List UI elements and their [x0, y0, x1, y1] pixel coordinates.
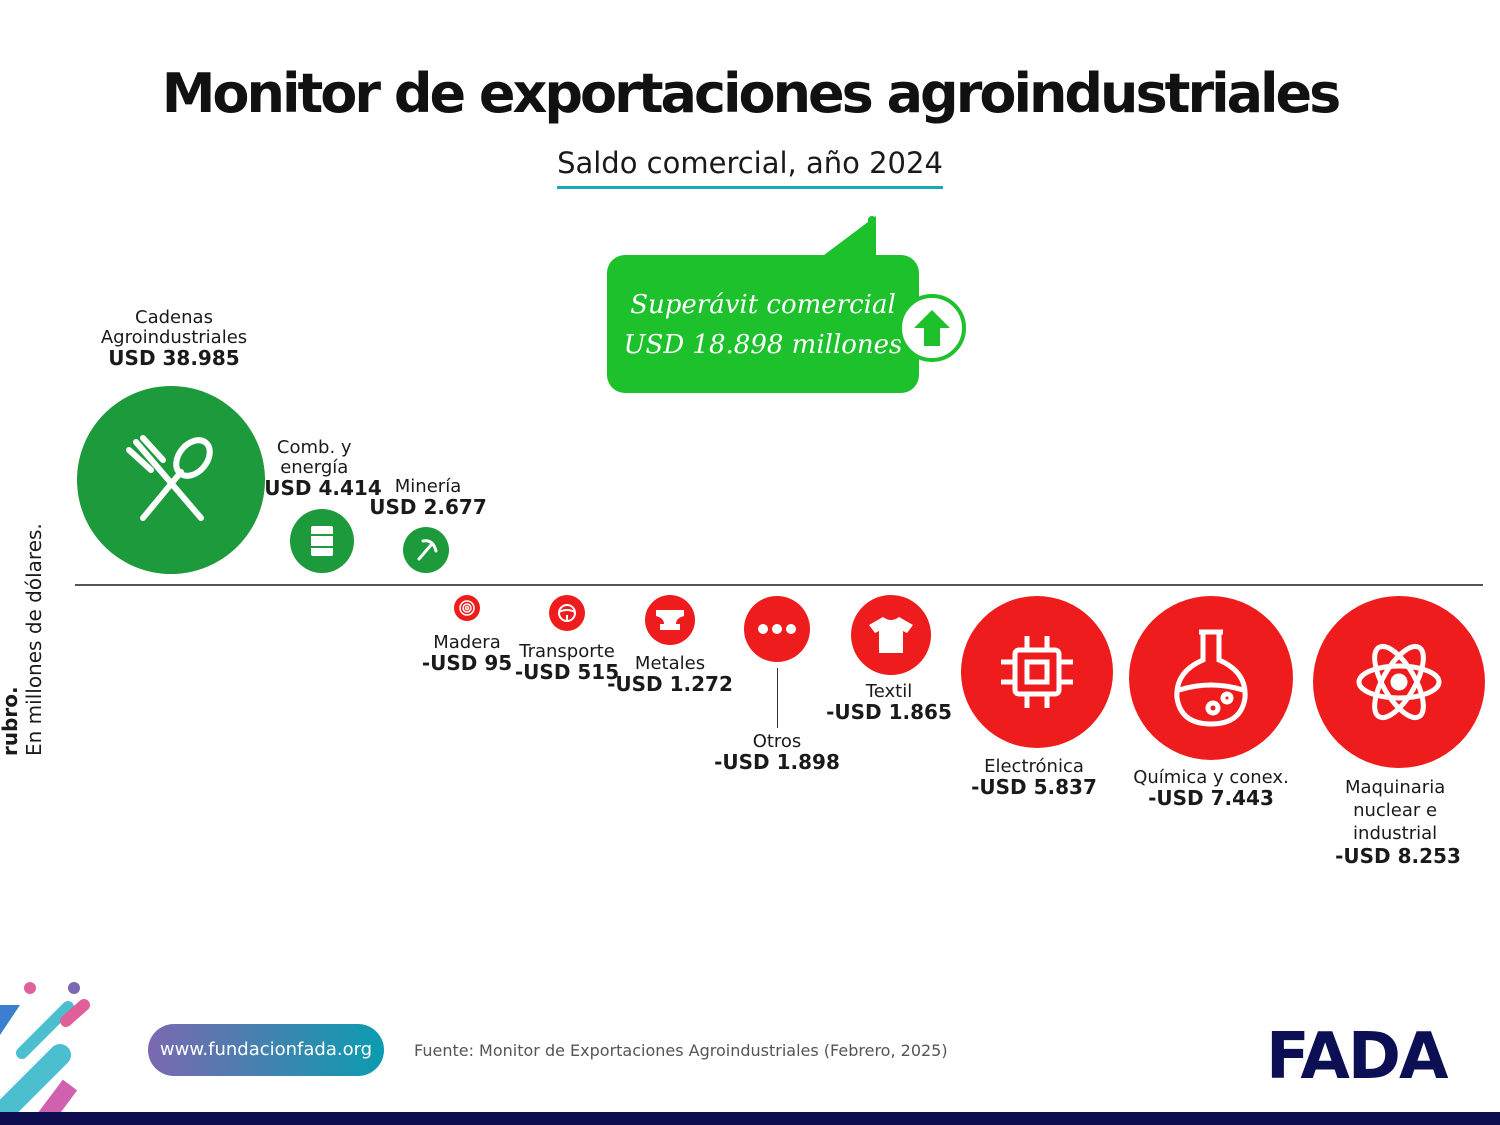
category-name: Química y conex.: [1133, 767, 1289, 788]
label-cadenas: Cadenas Agroindustriales USD 38.985: [99, 307, 249, 370]
bubble-quimica: [1129, 596, 1293, 760]
label-textil: Textil -USD 1.865: [826, 681, 952, 724]
dots-icon: [758, 624, 796, 634]
value-label: USD 38.985: [108, 346, 240, 370]
label-otros: Otros -USD 1.898: [714, 731, 840, 774]
category-name: Transporte: [519, 641, 615, 662]
category-name: Comb. y energía: [276, 437, 352, 478]
value-label: -USD 5.837: [971, 775, 1097, 799]
bubble-combustibles: [290, 509, 354, 573]
bubble-madera: [454, 595, 480, 621]
page-subtitle: Saldo comercial, año 2024: [557, 146, 943, 180]
decorative-stripes: [0, 982, 90, 1125]
label-mineria: Minería USD 2.677: [369, 476, 487, 519]
source-note: Fuente: Monitor de Exportaciones Agroind…: [414, 1041, 948, 1060]
category-name: Otros: [752, 731, 802, 752]
callout-tail: [820, 216, 876, 258]
callout-line1: Superávit comercial: [630, 290, 896, 320]
bubble-metales: [645, 595, 695, 645]
tshirt-icon: [869, 617, 913, 653]
label-maquinaria: Maquinaria nuclear e industrial -USD 8.25…: [1335, 776, 1461, 868]
value-label: USD 2.677: [369, 495, 487, 519]
subtitle-underline: [557, 186, 943, 189]
category-name: Minería: [394, 476, 462, 497]
website-link[interactable]: www.fundacionfada.org: [148, 1024, 384, 1076]
value-label: -USD 8.253: [1335, 844, 1461, 868]
bubble-maquinaria: [1313, 596, 1485, 768]
y-axis-subtitle: En millones de dólares.: [22, 523, 46, 756]
surplus-callout: Superávit comercial USD 18.898 millones: [607, 255, 919, 393]
label-electronica: Electrónica -USD 5.837: [971, 756, 1097, 799]
bubble-electronica: [961, 596, 1113, 748]
y-axis-title-main: Saldo comercial por rubro.: [0, 686, 22, 756]
value-label: -USD 95: [421, 651, 513, 675]
flask-icon: [1174, 629, 1248, 727]
category-name: Cadenas Agroindustriales: [100, 307, 248, 348]
label-combustibles: Comb. y energía USD 4.414: [264, 437, 382, 500]
value-label: -USD 1.898: [714, 750, 840, 774]
fada-logo: FADA: [1266, 1020, 1449, 1094]
label-transporte: Transporte -USD 515: [514, 641, 620, 684]
category-name: Electrónica: [984, 756, 1084, 777]
value-label: -USD 1.865: [826, 700, 952, 724]
bubble-textil: [851, 595, 931, 675]
value-label: USD 4.414: [264, 476, 382, 500]
bubble-mineria: [403, 527, 449, 573]
value-label: -USD 7.443: [1148, 786, 1274, 810]
value-label: -USD 1.272: [607, 672, 733, 696]
value-label: -USD 515: [514, 660, 620, 684]
label-madera: Madera -USD 95: [421, 632, 513, 675]
arrow-up-icon: [898, 294, 966, 362]
callout-line2: USD 18.898 millones: [623, 330, 903, 360]
category-name: Madera: [433, 632, 501, 653]
label-metales: Metales -USD 1.272: [607, 653, 733, 696]
atom-icon: [1356, 643, 1442, 721]
label-quimica: Química y conex. -USD 7.443: [1133, 767, 1289, 810]
category-name: Textil: [865, 681, 913, 702]
callout-tail: [868, 216, 876, 258]
barrel-icon: [311, 526, 333, 556]
category-name: Maquinaria nuclear e industrial: [1344, 777, 1446, 844]
y-axis-title: Saldo comercial por rubro. En millones d…: [0, 456, 46, 756]
fork-spoon-icon: [126, 435, 213, 521]
bubble-transporte: [549, 595, 585, 631]
bottom-bar: [0, 1112, 1500, 1125]
bubble-cadenas: [77, 386, 265, 574]
anvil-icon: [656, 610, 684, 630]
steering-wheel-icon: [558, 604, 576, 622]
pickaxe-icon: [417, 539, 438, 561]
bubble-otros: [744, 596, 810, 662]
page-title: Monitor de exportaciones agroindustriale…: [161, 62, 1342, 125]
zero-axis-line: [75, 584, 1483, 586]
chip-icon: [1001, 636, 1073, 708]
otros-leader-line: [777, 668, 778, 728]
tree-rings-icon: [459, 600, 475, 616]
category-name: Metales: [634, 653, 706, 674]
